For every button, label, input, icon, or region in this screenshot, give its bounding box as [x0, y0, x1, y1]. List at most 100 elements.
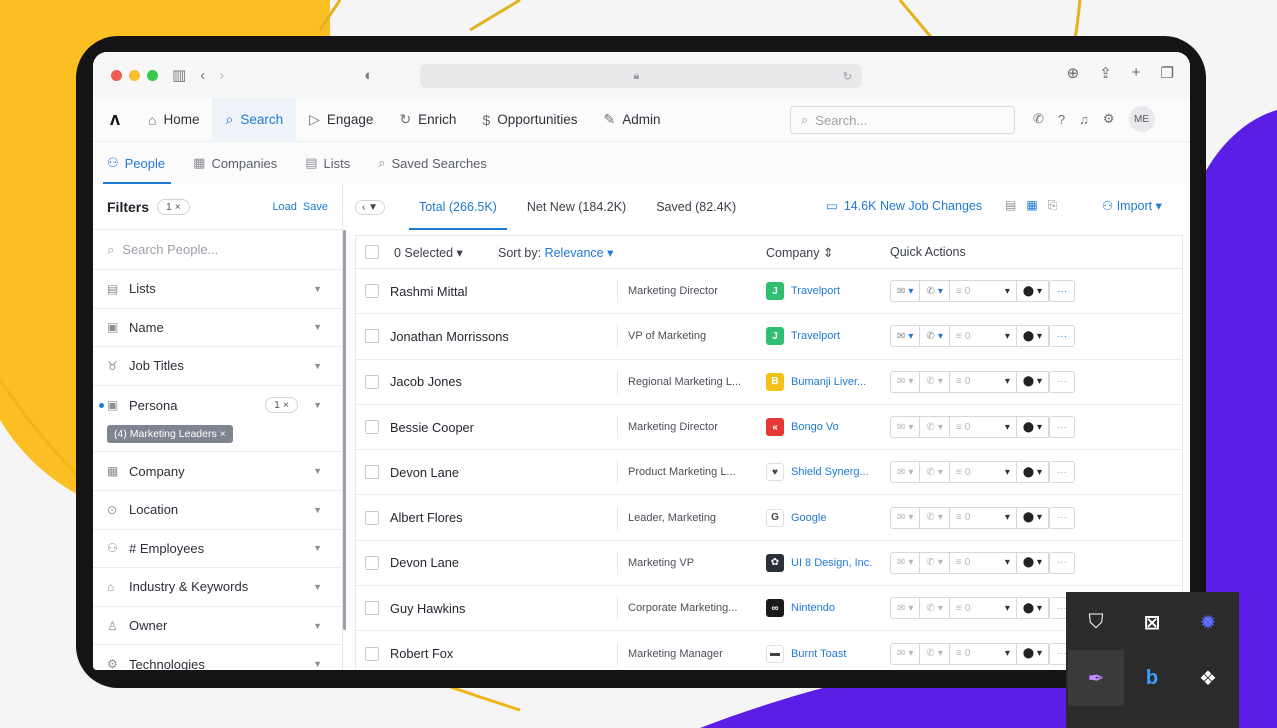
filter-toggle-icon[interactable]: ‹ ▼: [355, 199, 386, 215]
company-name[interactable]: UI 8 Design, Inc.: [791, 556, 873, 569]
row-checkbox[interactable]: [365, 284, 379, 299]
more-actions-button[interactable]: ···: [1049, 280, 1076, 303]
table-row[interactable]: Rashmi Mittal Marketing Director J Travelpo…: [356, 269, 1182, 315]
company-cell[interactable]: ♥ Shield Synerg...: [766, 463, 869, 482]
filter-persona[interactable]: ▣ Persona 1 × ▼: [93, 386, 342, 425]
maximize-dot[interactable]: [147, 69, 158, 81]
crm-action[interactable]: ⬤ ▾: [1016, 506, 1050, 529]
sequence-action[interactable]: ≡ 0 ▾: [949, 506, 1017, 529]
global-search-input[interactable]: ⌕ Search...: [790, 106, 1015, 134]
person-name[interactable]: Devon Lane: [390, 555, 460, 571]
sequence-action[interactable]: ≡ 0 ▾: [949, 280, 1017, 303]
filter-industry[interactable]: ⌂ Industry & Keywords ▼: [93, 568, 342, 607]
bing-icon[interactable]: b: [1145, 666, 1159, 689]
filter-employees[interactable]: ⚇ # Employees ▼: [93, 530, 342, 569]
sort-control[interactable]: Sort by: Relevance ▾: [497, 244, 614, 260]
table-row[interactable]: Albert Flores Leader, Marketing G Google ✉ ▾ ✆…: [356, 495, 1182, 541]
email-action[interactable]: ✉ ▾: [890, 325, 921, 348]
row-checkbox[interactable]: [365, 329, 379, 344]
crm-action[interactable]: ⬤ ▾: [1016, 416, 1050, 439]
filter-location[interactable]: ⊙ Location ▼: [93, 491, 342, 530]
call-action[interactable]: ✆ ▾: [920, 642, 950, 665]
sequence-action[interactable]: ≡ 0 ▾: [949, 325, 1017, 348]
table-row[interactable]: Bessie Cooper Marketing Director « Bongo Vo…: [356, 405, 1182, 451]
filters-scrollbar[interactable]: [343, 230, 346, 630]
company-name[interactable]: Bongo Vo: [791, 421, 839, 434]
crm-action[interactable]: ⬤ ▾: [1016, 461, 1050, 484]
row-checkbox[interactable]: [365, 510, 379, 525]
download-icon[interactable]: ⊕: [1066, 65, 1080, 82]
nav-engage[interactable]: ▷ Engage: [309, 111, 374, 127]
bell-icon[interactable]: ♫: [1079, 111, 1089, 127]
call-action[interactable]: ✆ ▾: [920, 506, 950, 529]
person-name[interactable]: Devon Lane: [390, 464, 460, 480]
row-checkbox[interactable]: [365, 374, 379, 389]
email-action[interactable]: ✉ ▾: [890, 370, 921, 393]
company-cell[interactable]: B Bumanji Liver...: [766, 372, 866, 391]
sequence-action[interactable]: ≡ 0 ▾: [949, 642, 1017, 665]
new-tab-icon[interactable]: +: [1131, 64, 1141, 81]
sequence-action[interactable]: ≡ 0 ▾: [949, 551, 1017, 574]
row-checkbox[interactable]: [365, 555, 379, 570]
call-action[interactable]: ✆ ▾: [920, 325, 950, 348]
table-row[interactable]: Devon Lane Product Marketing L... ♥ Shield …: [356, 450, 1182, 496]
filters-count-chip[interactable]: 1 ×: [157, 198, 190, 215]
app-logo[interactable]: ʌ: [109, 109, 120, 129]
filter-search-input[interactable]: ⌕ Search People...: [93, 230, 342, 270]
call-action[interactable]: ✆ ▾: [920, 280, 950, 303]
import-button[interactable]: ⚇ Import ▾: [1102, 199, 1162, 213]
company-column-header[interactable]: Company ⇕: [766, 245, 834, 260]
app-error-icon[interactable]: ⊠: [1143, 611, 1161, 634]
address-bar[interactable]: 🔒︎ ↻: [420, 64, 862, 88]
row-checkbox[interactable]: [365, 601, 379, 616]
crm-action[interactable]: ⬤ ▾: [1016, 370, 1050, 393]
tab-saved[interactable]: Saved (82.4K): [656, 200, 737, 214]
table-row[interactable]: Robert Fox Marketing Manager ▬ Burnt Toast ✉…: [356, 631, 1182, 670]
email-action[interactable]: ✉ ▾: [890, 597, 921, 620]
back-icon[interactable]: ‹: [200, 66, 206, 84]
call-action[interactable]: ✆ ▾: [920, 597, 950, 620]
person-name[interactable]: Guy Hawkins: [390, 600, 466, 616]
minimize-dot[interactable]: [129, 69, 140, 81]
tab-lists[interactable]: ▤ Lists: [305, 155, 351, 171]
job-changes-link[interactable]: ▭ 14.6K New Job Changes: [826, 198, 983, 214]
selected-dropdown[interactable]: 0 Selected ▾: [394, 245, 463, 260]
email-action[interactable]: ✉ ▾: [890, 506, 921, 529]
tabs-icon[interactable]: ❐: [1160, 65, 1174, 82]
nav-enrich[interactable]: ↻ Enrich: [399, 111, 457, 127]
person-name[interactable]: Albert Flores: [390, 510, 463, 526]
filter-job-titles[interactable]: ♉ Job Titles ▼: [93, 347, 342, 386]
company-name[interactable]: Google: [791, 511, 827, 524]
export-icon[interactable]: ⎘: [1047, 198, 1058, 212]
persona-count-chip[interactable]: 1 ×: [265, 397, 298, 414]
company-cell[interactable]: ▬ Burnt Toast: [766, 644, 846, 663]
crm-action[interactable]: ⬤ ▾: [1016, 280, 1050, 303]
person-name[interactable]: Jacob Jones: [390, 374, 462, 390]
person-name[interactable]: Jonathan Morrissons: [390, 328, 509, 344]
nav-search[interactable]: ⌕ Search: [212, 97, 297, 142]
company-cell[interactable]: « Bongo Vo: [766, 418, 839, 437]
table-row[interactable]: Devon Lane Marketing VP ✿ UI 8 Design, Inc.…: [356, 541, 1182, 587]
company-name[interactable]: Travelport: [791, 330, 841, 343]
call-action[interactable]: ✆ ▾: [920, 551, 950, 574]
more-actions-button[interactable]: ···: [1049, 506, 1076, 529]
filter-owner[interactable]: ♙ Owner ▼: [93, 607, 342, 646]
persona-tag[interactable]: (4) Marketing Leaders ×: [107, 425, 233, 444]
sequence-action[interactable]: ≡ 0 ▾: [949, 597, 1017, 620]
sequence-action[interactable]: ≡ 0 ▾: [949, 370, 1017, 393]
select-all-checkbox[interactable]: [365, 245, 379, 259]
more-actions-button[interactable]: ···: [1049, 416, 1076, 439]
tab-companies[interactable]: ▦ Companies: [193, 155, 278, 171]
sidebar-toggle-icon[interactable]: ▥: [172, 67, 187, 84]
nav-home[interactable]: ⌂ Home: [148, 111, 200, 128]
table-row[interactable]: Jacob Jones Regional Marketing L... B Buman…: [356, 360, 1182, 405]
nav-admin[interactable]: ✎ Admin: [603, 111, 661, 127]
person-name[interactable]: Robert Fox: [390, 646, 454, 662]
tab-saved-searches[interactable]: ⌕ Saved Searches: [378, 155, 487, 171]
email-action[interactable]: ✉ ▾: [890, 416, 921, 439]
company-name[interactable]: Shield Synerg...: [791, 466, 869, 479]
company-cell[interactable]: G Google: [766, 508, 827, 527]
row-checkbox[interactable]: [365, 646, 379, 661]
avatar[interactable]: ME: [1128, 106, 1155, 132]
crm-action[interactable]: ⬤ ▾: [1016, 597, 1050, 620]
